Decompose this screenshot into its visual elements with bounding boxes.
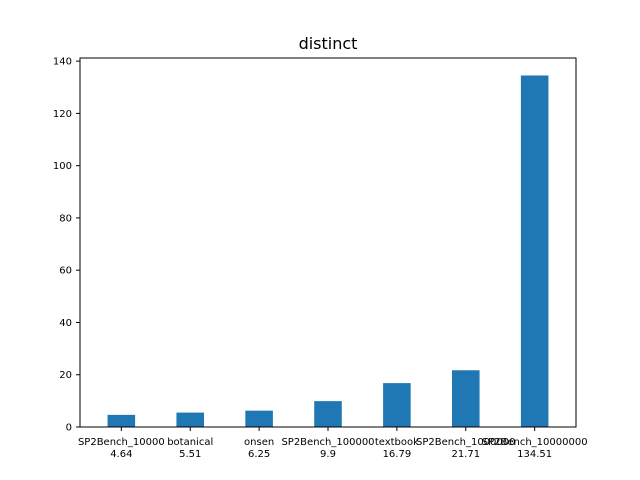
bar-textbook bbox=[383, 383, 411, 427]
data-label: 4.64 bbox=[110, 449, 132, 460]
y-tick-label: 140 bbox=[53, 57, 72, 68]
x-tick-label: botanical bbox=[167, 437, 213, 448]
data-label: 6.25 bbox=[248, 449, 270, 460]
data-label: 9.9 bbox=[320, 449, 336, 460]
data-label: 16.79 bbox=[383, 449, 412, 460]
x-tick-label: SP2Bench_10000 bbox=[78, 437, 165, 448]
y-tick-label: 40 bbox=[59, 318, 72, 329]
y-tick-label: 0 bbox=[66, 423, 72, 434]
x-tick-label: SP2Bench_100000 bbox=[281, 437, 374, 448]
data-label: 21.71 bbox=[451, 449, 480, 460]
y-tick-label: 100 bbox=[53, 161, 72, 172]
data-label: 5.51 bbox=[179, 449, 201, 460]
y-axis: 0 20 40 60 80 100 120 140 bbox=[53, 57, 80, 434]
bar-SP2Bench_10000 bbox=[107, 414, 136, 427]
bar-SP2Bench_100000 bbox=[314, 401, 342, 427]
bar-onsen bbox=[245, 410, 273, 427]
bars-group bbox=[107, 75, 549, 427]
data-label: 134.51 bbox=[517, 449, 552, 460]
y-tick-label: 20 bbox=[59, 370, 72, 381]
x-tick-label: SP2Bench_1000000 bbox=[416, 437, 515, 448]
chart-title: distinct bbox=[299, 34, 358, 53]
x-tick-label: textbook bbox=[375, 437, 419, 448]
x-tick-label: onsen bbox=[244, 437, 274, 448]
x-tick-label: SP2Bench_10000000 bbox=[482, 437, 588, 448]
bar-botanical bbox=[176, 412, 204, 427]
bar-SP2Bench_1000000 bbox=[452, 370, 480, 427]
bar-SP2Bench_10000000 bbox=[520, 75, 549, 427]
y-tick-label: 80 bbox=[59, 213, 72, 224]
y-tick-label: 60 bbox=[59, 266, 72, 277]
plot-frame bbox=[79, 57, 577, 428]
y-tick-label: 120 bbox=[53, 109, 72, 120]
